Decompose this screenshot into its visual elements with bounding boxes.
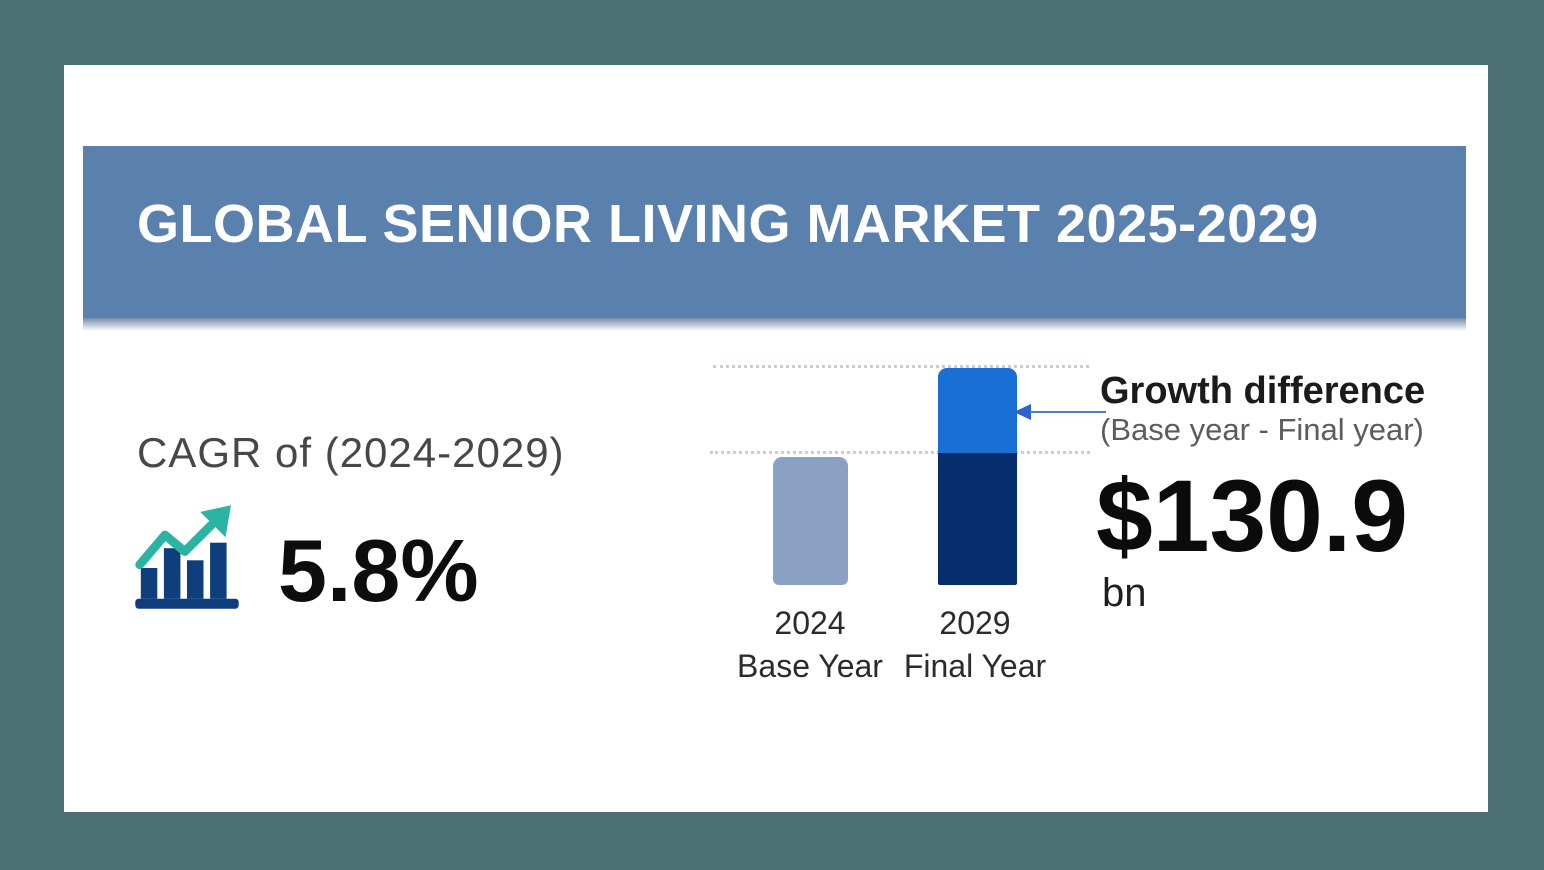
- growth-difference-sublabel: (Base year - Final year): [1100, 412, 1424, 447]
- arrow-line: [1030, 411, 1106, 413]
- growth-difference-value: $130.9: [1096, 459, 1408, 573]
- icon-bars: [135, 542, 239, 609]
- bar-2029-final-year: [938, 368, 1017, 585]
- cagr-label: CAGR of (2024-2029): [137, 429, 565, 476]
- growth-difference-label: Growth difference: [1100, 370, 1426, 412]
- gridline-base-year-level: [710, 451, 1090, 454]
- bar-sublabel: Final Year: [903, 648, 1047, 684]
- bar-year-label: 2024: [774, 605, 846, 641]
- bar-chart-growth-icon: [135, 505, 239, 609]
- bar-segment-base-value: [773, 457, 848, 585]
- cagr-value: 5.8%: [278, 521, 479, 620]
- icon-trend-arrow: [135, 505, 231, 570]
- bar-year-label: 2029: [939, 605, 1011, 641]
- growth-difference-unit: bn: [1102, 571, 1147, 615]
- bar-sublabel: Base Year: [737, 648, 883, 684]
- infographic-card: GLOBAL SENIOR LIVING MARKET 2025-2029 CA…: [64, 65, 1488, 812]
- gridline-final-year-level: [713, 365, 1089, 368]
- bar-2024-base-year: [773, 457, 848, 585]
- title-banner: GLOBAL SENIOR LIVING MARKET 2025-2029: [83, 146, 1466, 331]
- bar-segment-growth-difference: [938, 368, 1017, 453]
- page-title: GLOBAL SENIOR LIVING MARKET 2025-2029: [137, 194, 1319, 254]
- arrow-left-icon: [1014, 404, 1031, 420]
- bar-label-2029: 2029 Final Year: [875, 605, 1075, 685]
- bar-label-2024: 2024 Base Year: [710, 605, 910, 685]
- bar-segment-base-value: [938, 453, 1017, 585]
